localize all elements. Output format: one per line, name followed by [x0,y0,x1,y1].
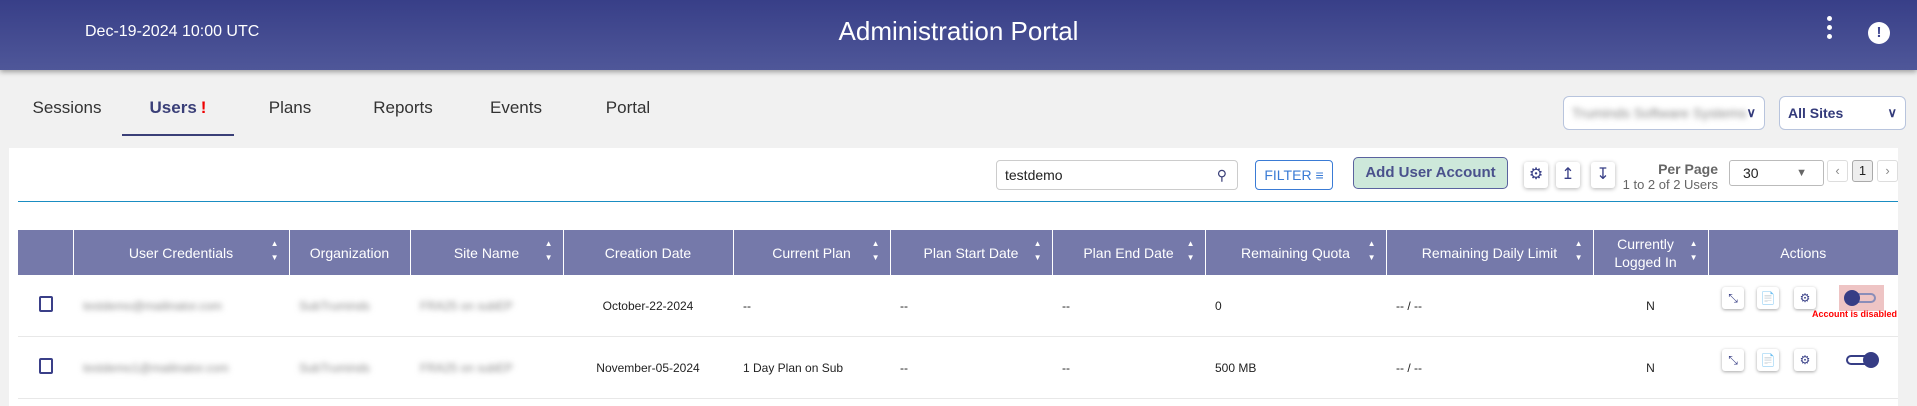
app-header: Dec-19-2024 10:00 UTC Administration Por… [0,0,1917,70]
sort-icon[interactable]: ▲ ▼ [544,239,553,262]
currently-logged-in: N [1593,275,1708,337]
col-actions: Actions [1707,230,1898,275]
sort-icon[interactable]: ▲ ▼ [1574,239,1583,262]
col-remaining-daily-limit[interactable]: Remaining Daily Limit ▲ ▼ [1385,230,1593,275]
settings-icon[interactable]: ⚙ [1794,349,1816,371]
account-status-text: Account is disabled [1812,309,1898,319]
col-organization: Organization [288,230,410,275]
sort-icon[interactable]: ▲ ▼ [1367,239,1376,262]
table-row: testdemo1@mailinator.com SubTruminds FRA… [18,336,1898,399]
col-plan-end-date[interactable]: Plan End Date ▲ ▼ [1051,230,1205,275]
account-enabled-toggle[interactable] [1839,285,1884,311]
col-current-plan[interactable]: Current Plan ▲ ▼ [732,230,890,275]
site-name: FRA25 on subEP [420,360,513,375]
table-header-row: User Credentials ▲ ▼ Organization Site Nam… [18,230,1898,275]
creation-date: November-05-2024 [563,336,733,399]
filter-button[interactable]: FILTER ≡ [1255,160,1333,190]
upload-icon[interactable]: ↥ [1556,162,1580,188]
table-row: testdemo@mailinator.com SubTruminds FRA2… [18,275,1898,337]
search-icon[interactable]: ⚲ [1216,167,1227,183]
plan-end-date: -- [1052,275,1205,337]
remaining-quota: 0 [1205,275,1386,337]
plan-start-date: -- [890,336,1052,399]
currently-logged-in: N [1593,336,1708,399]
col-remaining-quota[interactable]: Remaining Quota ▲ ▼ [1204,230,1386,275]
organization-select[interactable]: Truminds Software Systems ∨ [1563,96,1765,130]
users-table: User Credentials ▲ ▼ Organization Site Nam… [18,230,1898,399]
row-checkbox[interactable] [38,358,53,374]
col-creation-date: Creation Date [562,230,733,275]
document-info-icon[interactable]: 📄 [1757,349,1779,371]
search-value: testdemo [1005,167,1063,183]
tab-alert-badge: ! [200,98,207,117]
current-plan: -- [733,275,890,337]
row-checkbox[interactable] [38,296,53,312]
range-text: 1 to 2 of 2 Users [1622,177,1718,192]
organization: SubTruminds [299,298,370,313]
page-title: Administration Portal [838,16,1079,46]
tab-sessions[interactable]: Sessions [32,98,102,117]
header-datetime: Dec-19-2024 10:00 UTC [85,23,260,40]
col-site-name[interactable]: Site Name ▲ ▼ [409,230,563,275]
sliders-icon: ≡ [1315,167,1324,183]
per-page-select[interactable]: 30 ▼ [1729,160,1824,186]
more-vertical-icon[interactable] [1824,16,1834,43]
tab-label: Users [149,98,197,117]
sort-icon[interactable]: ▲ ▼ [270,239,279,262]
sort-icon[interactable]: ▲ ▼ [1689,239,1698,262]
divider [18,201,1898,202]
current-plan: 1 Day Plan on Sub [733,336,890,399]
pagination-info: Per Page 1 to 2 of 2 Users [1620,161,1718,192]
remaining-daily-limit: -- / -- [1386,275,1593,337]
prev-page-button[interactable]: ‹ [1827,160,1848,182]
col-select [18,230,73,275]
remaining-daily-limit: -- / -- [1386,336,1593,399]
tab-reports[interactable]: Reports [373,98,433,117]
site-value: All Sites [1788,105,1844,121]
sort-icon[interactable]: ▲ ▼ [1186,239,1195,262]
alert-badge-icon[interactable]: ! [1868,22,1890,44]
chevron-down-icon: ∨ [1746,105,1756,120]
tab-events[interactable]: Events [490,98,542,117]
sort-icon[interactable]: ▲ ▼ [1033,239,1042,262]
creation-date: October-22-2024 [563,275,733,337]
caret-down-icon: ▼ [1796,167,1807,179]
tab-plans[interactable]: Plans [268,98,312,117]
chevron-down-icon: ∨ [1887,105,1897,120]
col-user-credentials[interactable]: User Credentials ▲ ▼ [72,230,289,275]
organization: SubTruminds [299,360,370,375]
expand-icon[interactable]: ⤡ [1722,287,1744,309]
expand-icon[interactable]: ⤡ [1722,349,1744,371]
download-icon[interactable]: ↧ [1591,162,1615,188]
plan-end-date: -- [1052,336,1205,399]
site-select[interactable]: All Sites ∨ [1779,96,1906,130]
per-page-value: 30 [1743,165,1759,181]
col-currently-logged-in[interactable]: Currently Logged In ▲ ▼ [1592,230,1708,275]
plan-start-date: -- [890,275,1052,337]
sort-icon[interactable]: ▲ ▼ [871,239,880,262]
filter-label: FILTER [1264,167,1312,183]
account-enabled-toggle[interactable] [1839,347,1884,373]
search-input[interactable]: testdemo ⚲ [996,160,1238,190]
user-credentials: testdemo@mailinator.com [83,298,222,313]
next-page-button[interactable]: › [1877,160,1898,182]
col-plan-start-date[interactable]: Plan Start Date ▲ ▼ [889,230,1052,275]
settings-icon[interactable]: ⚙ [1524,162,1548,188]
per-page-label: Per Page [1658,161,1718,177]
tab-portal[interactable]: Portal [605,98,651,117]
page-button[interactable]: 1 [1852,160,1873,182]
tab-users[interactable]: Users! [122,92,234,136]
organization-value: Truminds Software Systems [1572,105,1747,121]
user-credentials: testdemo1@mailinator.com [83,360,229,375]
add-user-account-button[interactable]: Add User Account [1353,157,1508,189]
document-info-icon[interactable]: 📄 [1757,287,1779,309]
remaining-quota: 500 MB [1205,336,1386,399]
site-name: FRA25 on subEP [420,298,513,313]
settings-icon[interactable]: ⚙ [1794,287,1816,309]
